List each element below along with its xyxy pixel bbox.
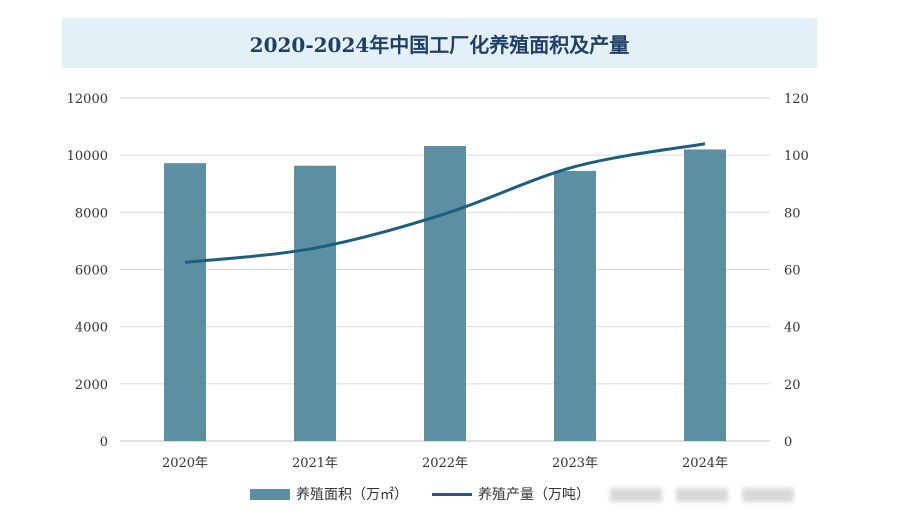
- blurred-block: [676, 488, 728, 502]
- legend-swatch-line: [432, 492, 472, 496]
- chart-title-bar: 2020-2024年中国工厂化养殖面积及产量: [62, 18, 817, 68]
- y-right-tick-label: 20: [784, 378, 801, 393]
- legend-item-output: 养殖产量（万吨）: [432, 484, 590, 504]
- x-tick-label: 2020年: [162, 456, 208, 471]
- y-left-tick-label: 2000: [75, 378, 108, 393]
- legend-swatch-bar: [250, 488, 290, 500]
- bar: [424, 146, 466, 441]
- y-left-tick-label: 12000: [67, 92, 108, 107]
- legend-item-area: 养殖面积（万㎡）: [250, 484, 408, 504]
- blurred-block: [742, 488, 794, 502]
- legend-label-output: 养殖产量（万吨）: [478, 487, 590, 503]
- y-left-tick-label: 4000: [75, 321, 108, 336]
- y-right-tick-label: 40: [784, 321, 801, 336]
- y-right-tick-label: 80: [784, 206, 801, 221]
- chart-legend: 养殖面积（万㎡） 养殖产量（万吨）: [250, 484, 614, 504]
- y-right-tick-label: 100: [784, 149, 809, 164]
- y-right-tick-label: 60: [784, 264, 801, 279]
- chart-title: 2020-2024年中国工厂化养殖面积及产量: [249, 32, 630, 57]
- x-tick-label: 2024年: [682, 456, 728, 471]
- y-left-tick-label: 10000: [67, 149, 108, 164]
- legend-label-area: 养殖面积（万㎡）: [296, 487, 408, 503]
- bar: [554, 170, 596, 441]
- x-tick-label: 2023年: [552, 456, 598, 471]
- bar: [294, 165, 336, 441]
- bar: [164, 163, 206, 442]
- x-tick-label: 2022年: [422, 456, 468, 471]
- y-left-tick-label: 0: [100, 435, 108, 450]
- y-left-tick-label: 8000: [75, 206, 108, 221]
- blurred-block: [610, 488, 662, 502]
- blurred-source-note: [610, 488, 794, 502]
- x-tick-label: 2021年: [292, 456, 338, 471]
- y-right-tick-label: 120: [784, 92, 809, 107]
- y-left-tick-label: 6000: [75, 264, 108, 279]
- y-right-tick-label: 0: [784, 435, 792, 450]
- bar: [684, 149, 726, 441]
